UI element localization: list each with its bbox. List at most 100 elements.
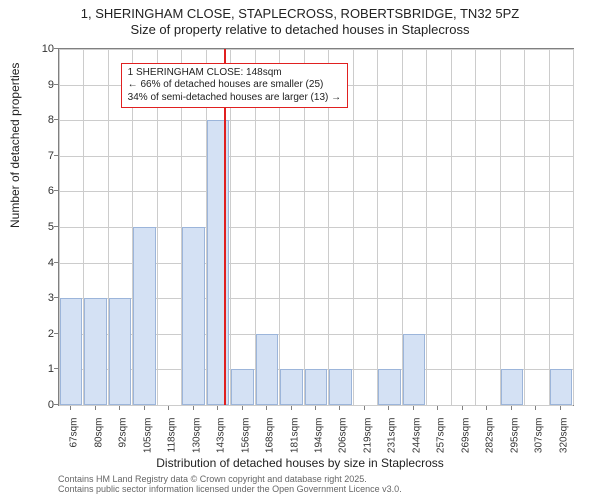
v-gridline [353, 49, 354, 405]
y-tick-label: 6 [34, 185, 54, 197]
y-tick-label: 2 [34, 328, 54, 340]
x-tick-mark [266, 406, 267, 410]
x-tick-mark [462, 406, 463, 410]
y-axis-title: Number of detached properties [8, 63, 22, 228]
x-tick-label: 118sqm [167, 418, 178, 458]
histogram-bar [133, 227, 156, 405]
x-tick-mark [193, 406, 194, 410]
y-tick-label: 8 [34, 114, 54, 126]
x-tick-mark [95, 406, 96, 410]
x-tick-mark [486, 406, 487, 410]
histogram-bar [378, 369, 401, 405]
histogram-bar [182, 227, 205, 405]
chart-title-line1: 1, SHERINGHAM CLOSE, STAPLECROSS, ROBERT… [0, 6, 600, 22]
y-tick-mark [54, 190, 58, 191]
x-tick-mark [119, 406, 120, 410]
histogram-bar [403, 334, 426, 405]
v-gridline [426, 49, 427, 405]
y-tick-mark [54, 119, 58, 120]
y-tick-mark [54, 48, 58, 49]
x-tick-label: 269sqm [460, 418, 471, 458]
x-tick-label: 168sqm [265, 418, 276, 458]
y-tick-label: 3 [34, 292, 54, 304]
histogram-bar [84, 298, 107, 405]
histogram-bar [60, 298, 83, 405]
annotation-line1: 1 SHERINGHAM CLOSE: 148sqm [128, 67, 341, 80]
v-gridline [377, 49, 378, 405]
y-tick-mark [54, 155, 58, 156]
annotation-line3: 34% of semi-detached houses are larger (… [128, 92, 341, 105]
histogram-bar [256, 334, 279, 405]
histogram-bar [329, 369, 352, 405]
x-tick-label: 92sqm [118, 418, 129, 458]
y-tick-label: 4 [34, 257, 54, 269]
x-tick-label: 320sqm [558, 418, 569, 458]
x-tick-label: 219sqm [362, 418, 373, 458]
h-gridline [59, 49, 573, 50]
x-tick-label: 231sqm [387, 418, 398, 458]
histogram-bar [280, 369, 303, 405]
y-tick-mark [54, 262, 58, 263]
y-tick-label: 0 [34, 399, 54, 411]
histogram-bar [550, 369, 573, 405]
x-tick-label: 257sqm [436, 418, 447, 458]
annotation-box: 1 SHERINGHAM CLOSE: 148sqm ← 66% of deta… [121, 63, 348, 109]
x-tick-label: 80sqm [93, 418, 104, 458]
chart-plot-area: 1 SHERINGHAM CLOSE: 148sqm ← 66% of deta… [58, 48, 574, 406]
x-tick-mark [339, 406, 340, 410]
h-gridline [59, 405, 573, 406]
y-tick-mark [54, 368, 58, 369]
footer-line1: Contains HM Land Registry data © Crown c… [58, 474, 402, 484]
x-tick-label: 143sqm [216, 418, 227, 458]
x-tick-mark [315, 406, 316, 410]
x-tick-label: 181sqm [289, 418, 300, 458]
y-tick-label: 7 [34, 150, 54, 162]
y-tick-mark [54, 226, 58, 227]
x-tick-mark [217, 406, 218, 410]
y-tick-label: 9 [34, 79, 54, 91]
v-gridline [573, 49, 574, 405]
v-gridline [524, 49, 525, 405]
x-tick-label: 194sqm [314, 418, 325, 458]
v-gridline [500, 49, 501, 405]
x-axis-title: Distribution of detached houses by size … [0, 456, 600, 470]
y-tick-label: 10 [34, 43, 54, 55]
h-gridline [59, 120, 573, 121]
x-tick-label: 67sqm [69, 418, 80, 458]
x-tick-label: 156sqm [240, 418, 251, 458]
x-tick-mark [413, 406, 414, 410]
x-tick-mark [388, 406, 389, 410]
histogram-bar [501, 369, 524, 405]
annotation-line2: ← 66% of detached houses are smaller (25… [128, 79, 341, 92]
x-tick-mark [560, 406, 561, 410]
x-tick-mark [242, 406, 243, 410]
h-gridline [59, 191, 573, 192]
histogram-bar [305, 369, 328, 405]
x-tick-mark [535, 406, 536, 410]
x-tick-label: 130sqm [191, 418, 202, 458]
x-tick-mark [364, 406, 365, 410]
footer-line2: Contains public sector information licen… [58, 484, 402, 494]
x-tick-mark [291, 406, 292, 410]
y-tick-mark [54, 333, 58, 334]
x-tick-label: 206sqm [338, 418, 349, 458]
v-gridline [475, 49, 476, 405]
x-tick-label: 244sqm [411, 418, 422, 458]
x-tick-mark [168, 406, 169, 410]
x-tick-label: 105sqm [142, 418, 153, 458]
y-tick-mark [54, 297, 58, 298]
x-tick-mark [437, 406, 438, 410]
x-tick-label: 282sqm [485, 418, 496, 458]
histogram-bar [109, 298, 132, 405]
chart-footer: Contains HM Land Registry data © Crown c… [58, 474, 402, 495]
histogram-bar [231, 369, 254, 405]
y-tick-label: 5 [34, 221, 54, 233]
y-tick-mark [54, 84, 58, 85]
x-tick-label: 307sqm [534, 418, 545, 458]
v-gridline [549, 49, 550, 405]
x-tick-label: 295sqm [509, 418, 520, 458]
v-gridline [451, 49, 452, 405]
y-tick-label: 1 [34, 363, 54, 375]
chart-title-line2: Size of property relative to detached ho… [0, 22, 600, 38]
x-tick-mark [511, 406, 512, 410]
